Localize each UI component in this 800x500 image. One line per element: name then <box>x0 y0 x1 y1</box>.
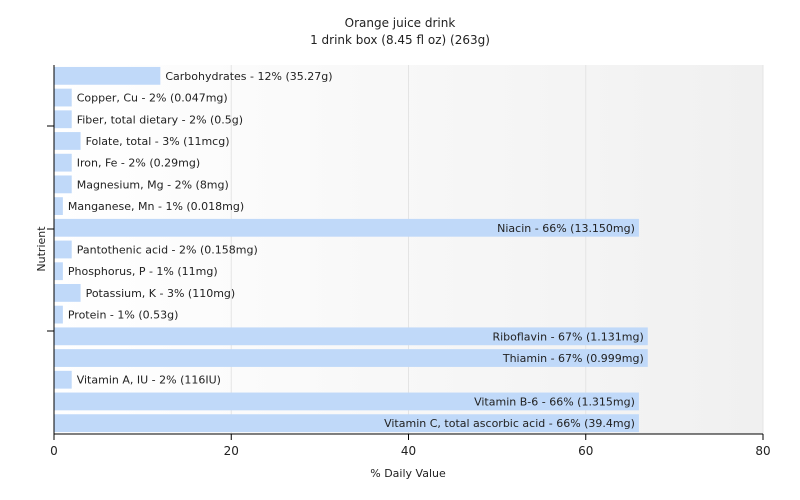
bar-label: Thiamin - 67% (0.999mg) <box>502 352 644 365</box>
bar <box>54 110 72 129</box>
bar-label: Manganese, Mn - 1% (0.018mg) <box>68 200 244 213</box>
bar-label: Carbohydrates - 12% (35.27g) <box>165 70 332 83</box>
bar <box>54 370 72 389</box>
bar-label: Copper, Cu - 2% (0.047mg) <box>77 92 228 105</box>
bar-label: Riboflavin - 67% (1.131mg) <box>492 330 643 343</box>
bar <box>54 240 72 259</box>
bar <box>54 218 639 237</box>
bar <box>54 392 639 411</box>
x-axis-label: % Daily Value <box>370 467 446 480</box>
x-tick-label: 80 <box>755 444 770 458</box>
bar <box>54 305 63 324</box>
bar-label: Vitamin A, IU - 2% (116IU) <box>77 374 221 387</box>
bar-label: Fiber, total dietary - 2% (0.5g) <box>77 113 243 126</box>
gridlines <box>230 65 764 434</box>
x-tick-label: 40 <box>401 444 416 458</box>
bar-label: Potassium, K - 3% (110mg) <box>86 287 236 300</box>
bar <box>54 88 72 107</box>
bar <box>54 414 639 433</box>
bar-label: Phosphorus, P - 1% (11mg) <box>68 265 218 278</box>
bar <box>54 284 81 302</box>
bars-group: Carbohydrates - 12% (35.27g) Copper, Cu -… <box>54 66 648 433</box>
bar <box>54 66 161 85</box>
bar <box>54 175 72 194</box>
chart-subtitle: 1 drink box (8.45 fl oz) (263g) <box>310 33 490 47</box>
chart-title: Orange juice drink <box>345 16 456 30</box>
bar <box>54 153 72 172</box>
bar-label: Niacin - 66% (13.150mg) <box>497 222 635 235</box>
bar-label: Magnesium, Mg - 2% (8mg) <box>77 178 229 191</box>
bar <box>54 262 63 281</box>
x-axis-ticks: 0 20 40 60 80 <box>50 434 771 458</box>
x-tick-label: 60 <box>578 444 593 458</box>
bar <box>54 349 648 367</box>
bar-label: Protein - 1% (0.53g) <box>68 309 179 322</box>
y-axis-label: Nutrient <box>35 226 48 272</box>
bar <box>54 132 81 150</box>
x-tick-label: 20 <box>224 444 239 458</box>
bar-label: Pantothenic acid - 2% (0.158mg) <box>77 244 258 257</box>
bar-label: Vitamin C, total ascorbic acid - 66% (39… <box>384 417 635 430</box>
bar-label: Vitamin B-6 - 66% (1.315mg) <box>474 395 635 408</box>
bar <box>54 327 648 346</box>
bar-label: Folate, total - 3% (11mcg) <box>86 135 230 148</box>
bar-label: Iron, Fe - 2% (0.29mg) <box>77 157 200 170</box>
x-tick-label: 0 <box>50 444 58 458</box>
bar <box>54 197 63 215</box>
